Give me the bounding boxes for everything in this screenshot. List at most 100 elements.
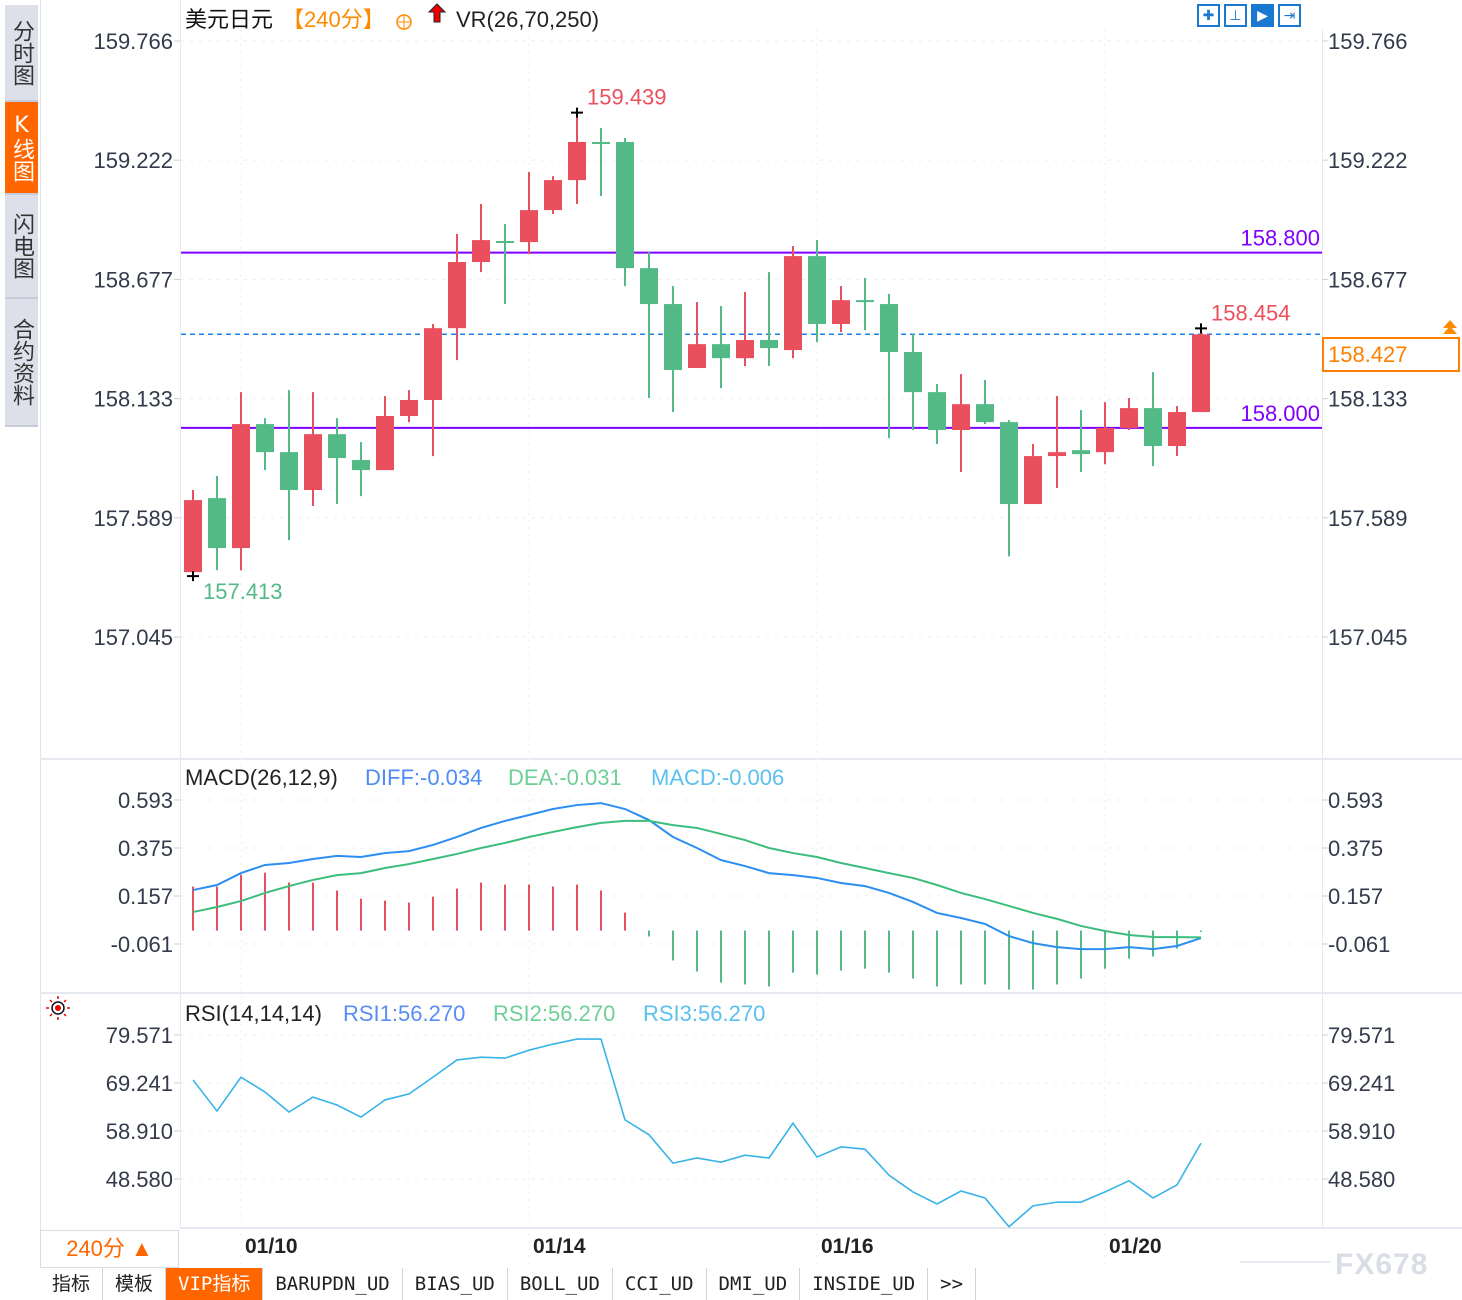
tab-indicators[interactable]: 指标: [40, 1268, 104, 1300]
candle[interactable]: [784, 246, 802, 359]
symbol-name: 美元日元: [185, 7, 273, 32]
rsi-axis: 79.571 79.571 69.241 69.241 58.910 58.910 48.5…: [106, 1023, 1396, 1192]
rsi1-line: [192, 1038, 1202, 1228]
candle[interactable]: [1120, 398, 1138, 431]
axis-tick-label: 0.593: [118, 788, 173, 813]
candle[interactable]: [352, 442, 370, 497]
candle-body: [1048, 452, 1066, 457]
candle[interactable]: [400, 390, 418, 423]
sidebar-item-flash[interactable]: 闪电图: [5, 195, 38, 299]
axis-tick-label-right: 158.133: [1328, 387, 1408, 412]
candle[interactable]: [808, 240, 826, 343]
macd-title: MACD(26,12,9): [185, 765, 338, 790]
candle[interactable]: [328, 418, 346, 505]
candle[interactable]: [1048, 396, 1066, 489]
candle[interactable]: [1072, 410, 1090, 473]
tab-templates[interactable]: 模板: [103, 1268, 167, 1300]
candle[interactable]: [904, 334, 922, 431]
candle-body: [568, 141, 586, 181]
candle[interactable]: [856, 277, 874, 331]
candle[interactable]: [712, 306, 730, 389]
candle[interactable]: [616, 138, 634, 287]
candle[interactable]: [1096, 402, 1114, 465]
tabs-more-button[interactable]: >>: [928, 1268, 977, 1300]
lower-line-label: 158.000: [1240, 401, 1320, 426]
play-forward-icon[interactable]: ▶: [1251, 4, 1274, 27]
candle-body: [208, 498, 226, 549]
candle[interactable]: [568, 112, 586, 204]
candle-body: [688, 344, 706, 369]
candle[interactable]: [208, 476, 226, 571]
candle-body: [592, 141, 610, 144]
axis-tick-label: 159.222: [93, 148, 173, 173]
sidebar-item-timeshare[interactable]: 分时图: [5, 5, 38, 102]
sun-icon[interactable]: [46, 996, 70, 1020]
sidebar-item-contract-info[interactable]: 合约资料: [5, 299, 38, 427]
candle-body: [880, 304, 898, 353]
candle[interactable]: [496, 224, 514, 305]
candle[interactable]: [760, 272, 778, 367]
rsi2-value: RSI2:56.270: [493, 1001, 615, 1026]
tab-bias[interactable]: BIAS_UD: [403, 1268, 508, 1300]
tab-inside[interactable]: INSIDE_UD: [800, 1268, 929, 1300]
extreme-markers: [187, 107, 1207, 582]
candle[interactable]: [1024, 444, 1042, 505]
axis-tick-label-right: 157.589: [1328, 506, 1408, 531]
candle[interactable]: [376, 396, 394, 471]
candle[interactable]: [280, 390, 298, 541]
crosshair-icon[interactable]: ✚: [1197, 4, 1220, 27]
candle[interactable]: [976, 380, 994, 425]
high-label: 159.439: [587, 85, 667, 110]
axis-tick-label-right: 79.571: [1328, 1023, 1395, 1048]
period-label[interactable]: 【240分】: [282, 7, 385, 32]
tab-boll[interactable]: BOLL_UD: [508, 1268, 613, 1300]
watermark: FX678: [1335, 1248, 1429, 1281]
macd-dea-value: DEA:-0.031: [508, 765, 622, 790]
scroll-up-icon[interactable]: [1443, 320, 1457, 328]
candle[interactable]: [952, 374, 970, 473]
jump-to-end-icon[interactable]: ⇥: [1278, 4, 1301, 27]
candle[interactable]: [472, 203, 490, 273]
candle[interactable]: [1000, 420, 1018, 557]
candle[interactable]: [448, 233, 466, 361]
candle[interactable]: [592, 127, 610, 197]
date-label: 01/20: [1109, 1235, 1162, 1258]
axis-tick-label: 159.766: [93, 29, 173, 54]
candle[interactable]: [664, 286, 682, 413]
candle[interactable]: [832, 286, 850, 333]
axis-tick-label-right: 69.241: [1328, 1071, 1395, 1096]
candle[interactable]: [184, 490, 202, 577]
candle[interactable]: [544, 176, 562, 215]
date-label: 01/16: [821, 1235, 874, 1258]
range-measure-icon[interactable]: ⊥: [1224, 4, 1247, 27]
scroll-up-icon[interactable]: [1443, 326, 1457, 334]
candle-body: [424, 328, 442, 401]
tab-cci[interactable]: CCI_UD: [613, 1268, 707, 1300]
macd-histogram: [192, 872, 1202, 990]
candle-body: [976, 404, 994, 423]
candle[interactable]: [1168, 406, 1186, 457]
tab-barupdn[interactable]: BARUPDN_UD: [263, 1268, 403, 1300]
candle[interactable]: [304, 392, 322, 507]
timeframe-selector[interactable]: 240分 ▲: [40, 1230, 179, 1268]
target-icon[interactable]: [396, 14, 412, 30]
candle[interactable]: [928, 384, 946, 445]
candle[interactable]: [520, 171, 538, 255]
candle[interactable]: [256, 418, 274, 471]
candle-body: [304, 434, 322, 491]
candle[interactable]: [424, 323, 442, 457]
tab-dmi[interactable]: DMI_UD: [707, 1268, 801, 1300]
candle[interactable]: [736, 292, 754, 367]
candle[interactable]: [232, 392, 250, 571]
candle[interactable]: [880, 293, 898, 439]
candle-body: [1144, 408, 1162, 446]
candle[interactable]: [640, 252, 658, 399]
axis-tick-label: 157.589: [93, 506, 173, 531]
sidebar-item-kline[interactable]: K线图: [5, 102, 38, 195]
candle[interactable]: [688, 302, 706, 369]
rsi3-value: RSI3:56.270: [643, 1001, 765, 1026]
tab-vip-indicators[interactable]: VIP指标: [166, 1268, 264, 1300]
candle[interactable]: [1144, 372, 1162, 467]
candle[interactable]: [1192, 328, 1210, 413]
